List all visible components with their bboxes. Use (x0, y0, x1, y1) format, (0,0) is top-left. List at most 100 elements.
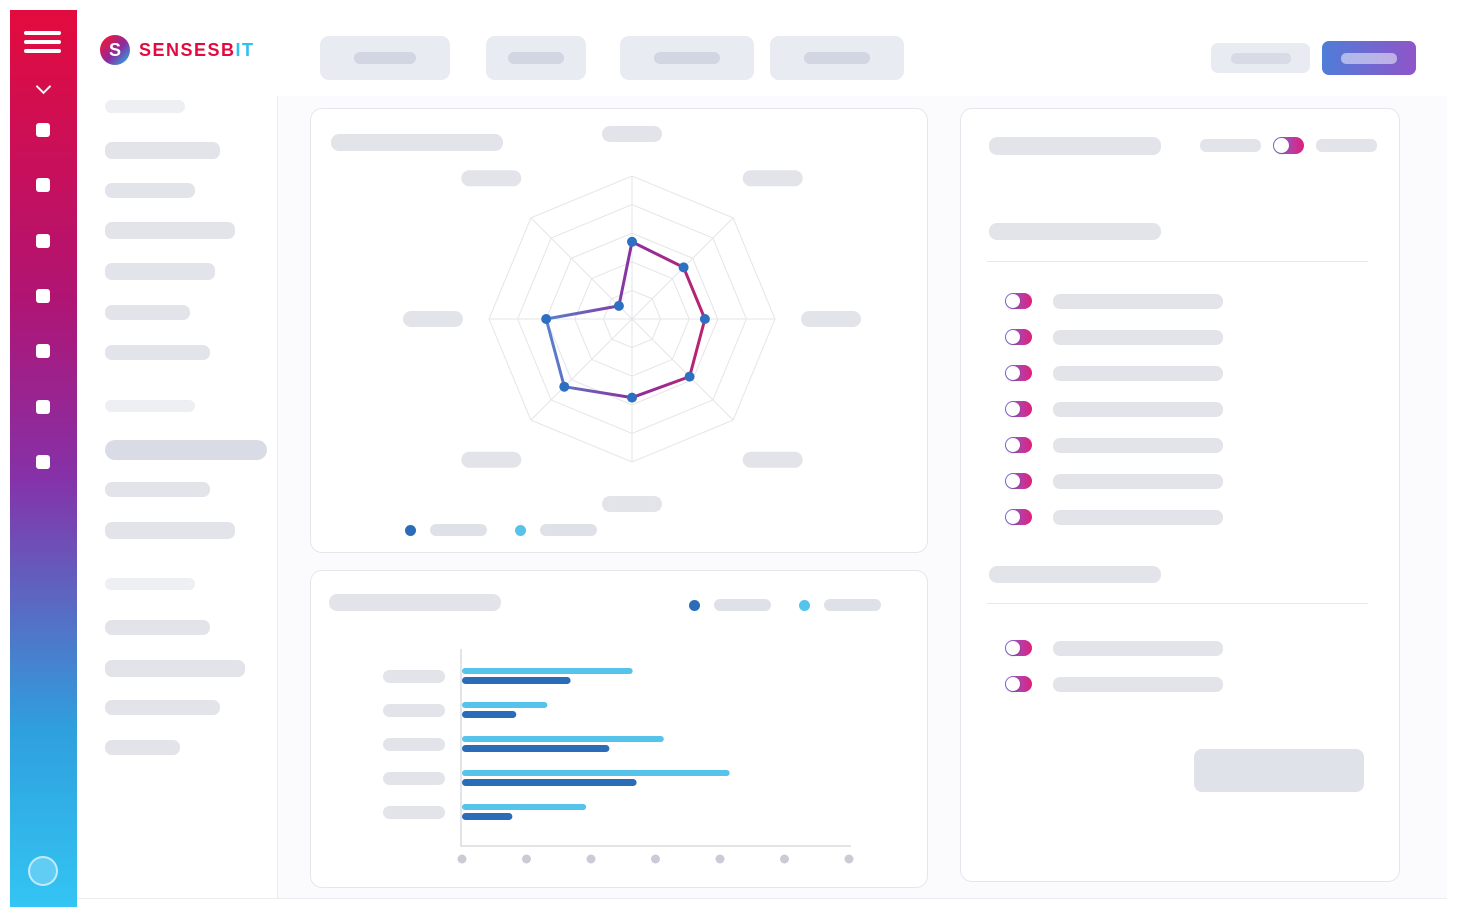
avatar[interactable] (28, 856, 58, 886)
option-label-skeleton (1053, 676, 1223, 692)
subnav-item-skeleton[interactable] (105, 578, 195, 590)
nav-label-skeleton (654, 52, 720, 64)
app-frame: S SENSESBIT (10, 10, 1447, 907)
subnav-item-skeleton[interactable] (105, 183, 195, 198)
subnav-item-skeleton[interactable] (105, 620, 210, 635)
option-label-skeleton (1053, 401, 1223, 417)
settings-action-button[interactable] (1194, 749, 1364, 792)
subnav-item-skeleton[interactable] (105, 100, 185, 113)
brand-name-secondary: IT (235, 39, 255, 60)
legend-item (405, 524, 487, 536)
option-toggle[interactable] (1005, 329, 1032, 345)
toggle-label-skeleton (1200, 139, 1261, 152)
option-toggle[interactable] (1005, 365, 1032, 381)
legend-dot (515, 524, 526, 536)
option-toggle[interactable] (1005, 676, 1032, 692)
subnav-item-skeleton[interactable] (105, 263, 215, 280)
master-toggle[interactable] (1273, 137, 1304, 154)
subnav-item-skeleton[interactable] (105, 345, 210, 360)
legend-dot (689, 599, 700, 611)
rail-nav-item-icon[interactable] (36, 344, 50, 358)
nav-item[interactable] (320, 36, 450, 80)
option-toggle[interactable] (1005, 293, 1032, 309)
section-heading-skeleton (989, 566, 1161, 583)
section-heading-skeleton (989, 223, 1161, 240)
legend-label-skeleton (824, 599, 881, 611)
option-label-skeleton (1053, 640, 1223, 656)
settings-option-row (1005, 640, 1223, 656)
header-primary-button[interactable] (1322, 41, 1416, 75)
subnav-item-skeleton[interactable] (105, 142, 220, 159)
chevron-down-icon[interactable] (35, 78, 52, 95)
hamburger-menu-icon[interactable] (24, 31, 61, 58)
nav-label-skeleton (804, 52, 870, 64)
main-content (277, 96, 1447, 898)
radar-chart (403, 126, 861, 512)
nav-label-skeleton (508, 52, 564, 64)
nav-item[interactable] (770, 36, 904, 80)
option-label-skeleton (1053, 329, 1223, 345)
panel-title-skeleton (329, 594, 501, 611)
settings-option-row (1005, 293, 1223, 309)
option-label-skeleton (1053, 365, 1223, 381)
option-label-skeleton (1053, 437, 1223, 453)
rail-nav-item-icon[interactable] (36, 455, 50, 469)
section-divider (987, 261, 1368, 262)
button-label-skeleton (1341, 52, 1397, 64)
nav-item[interactable] (486, 36, 586, 80)
subnav-item-skeleton[interactable] (105, 440, 267, 460)
content-bottom-divider (77, 898, 1447, 899)
subnav (77, 96, 277, 898)
button-label-skeleton (1230, 52, 1291, 64)
brand-name-primary: SENSESB (139, 39, 236, 60)
rail-nav-item-icon[interactable] (36, 123, 50, 137)
subnav-item-skeleton[interactable] (105, 400, 195, 412)
primary-sidebar (10, 10, 77, 907)
subnav-item-skeleton[interactable] (105, 482, 210, 497)
bar-legend (689, 599, 881, 611)
legend-item (799, 599, 881, 611)
radar-legend (405, 524, 597, 536)
option-toggle[interactable] (1005, 640, 1032, 656)
rail-nav-item-icon[interactable] (36, 234, 50, 248)
settings-option-row (1005, 365, 1223, 381)
legend-dot (799, 599, 810, 611)
option-label-skeleton (1053, 473, 1223, 489)
rail-nav-item-icon[interactable] (36, 289, 50, 303)
settings-header-controls (1200, 137, 1377, 154)
rail-nav-item-icon[interactable] (36, 400, 50, 414)
radar-chart-panel (310, 108, 928, 553)
option-label-skeleton (1053, 509, 1223, 525)
panel-title-skeleton (331, 134, 503, 151)
toggle-label-skeleton (1316, 139, 1377, 152)
bar-chart-panel (310, 570, 928, 888)
option-toggle[interactable] (1005, 509, 1032, 525)
rail-nav-item-icon[interactable] (36, 178, 50, 192)
nav-label-skeleton (354, 52, 416, 64)
settings-option-row (1005, 676, 1223, 692)
nav-item[interactable] (620, 36, 754, 80)
brand-logo[interactable]: S SENSESBIT (100, 35, 255, 65)
panel-title-skeleton (989, 137, 1161, 155)
subnav-item-skeleton[interactable] (105, 305, 190, 320)
subnav-item-skeleton[interactable] (105, 660, 245, 677)
settings-option-row (1005, 329, 1223, 345)
subnav-item-skeleton[interactable] (105, 522, 235, 539)
subnav-item-skeleton[interactable] (105, 700, 220, 715)
legend-item (515, 524, 597, 536)
option-toggle[interactable] (1005, 473, 1032, 489)
brand-name: SENSESBIT (139, 40, 255, 61)
option-toggle[interactable] (1005, 401, 1032, 417)
settings-option-row (1005, 473, 1223, 489)
header-secondary-button[interactable] (1211, 43, 1310, 73)
subnav-item-skeleton[interactable] (105, 740, 180, 755)
top-header: S SENSESBIT (77, 10, 1447, 96)
legend-label-skeleton (714, 599, 771, 611)
settings-option-row (1005, 437, 1223, 453)
subnav-item-skeleton[interactable] (105, 222, 235, 239)
brand-logo-icon: S (100, 35, 130, 65)
settings-panel (960, 108, 1400, 882)
section-divider (987, 603, 1368, 604)
option-toggle[interactable] (1005, 437, 1032, 453)
legend-label-skeleton (430, 524, 487, 536)
